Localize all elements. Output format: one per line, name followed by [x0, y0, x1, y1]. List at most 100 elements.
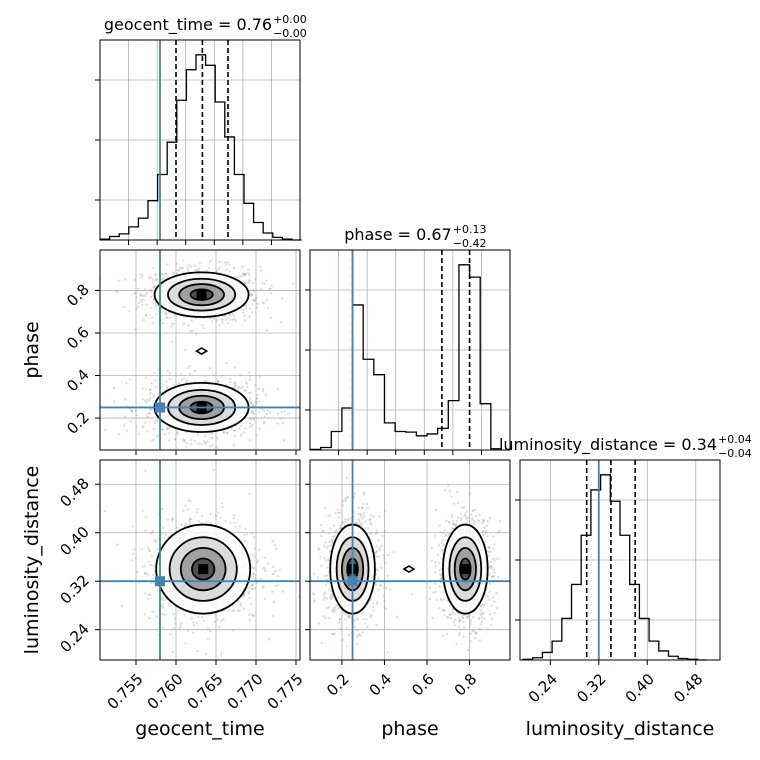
- sample-point: [193, 439, 196, 442]
- sample-point: [190, 617, 194, 620]
- sample-point: [191, 329, 194, 333]
- sample-point: [167, 602, 170, 605]
- sample-point: [143, 288, 147, 291]
- sample-point: [218, 324, 221, 327]
- sample-point: [481, 529, 485, 533]
- sample-point: [469, 619, 473, 622]
- sample-point: [167, 432, 170, 435]
- sample-point: [251, 566, 255, 570]
- sample-point: [250, 603, 253, 606]
- sample-point: [358, 520, 361, 523]
- sample-point: [395, 615, 398, 618]
- sample-point: [360, 506, 364, 510]
- sample-point: [209, 629, 212, 633]
- sample-point: [448, 613, 452, 616]
- sample-point: [442, 531, 445, 535]
- sample-point: [460, 512, 463, 516]
- x-tick-label: 0.6: [408, 670, 438, 700]
- sample-point: [141, 426, 144, 429]
- sample-point: [410, 593, 413, 596]
- sample-point: [244, 389, 247, 393]
- sample-point: [247, 590, 250, 593]
- contour-line: [448, 536, 483, 602]
- sample-point: [192, 621, 195, 624]
- sample-point: [123, 305, 126, 309]
- sample-point: [326, 606, 329, 610]
- sample-point: [256, 302, 259, 305]
- panels-layer: geocent_time = 0.76 +0.00−0.000.20.40.60.…: [21, 13, 752, 740]
- sample-point: [165, 312, 168, 315]
- sample-point: [357, 506, 360, 510]
- sample-point: [375, 600, 379, 604]
- sample-point: [251, 281, 255, 285]
- sample-point: [333, 632, 336, 635]
- sample-point: [331, 610, 335, 614]
- sample-point: [149, 275, 152, 279]
- sample-point: [220, 619, 223, 622]
- contour-line: [155, 523, 252, 615]
- sample-point: [437, 544, 441, 547]
- sample-point: [250, 293, 254, 296]
- sample-point: [142, 319, 145, 322]
- sample-point: [269, 292, 273, 295]
- sample-point: [265, 328, 269, 332]
- sample-point: [328, 540, 331, 544]
- sample-point: [244, 427, 247, 430]
- sample-point: [154, 540, 158, 544]
- sample-point: [249, 425, 252, 429]
- sample-point: [150, 555, 154, 558]
- y-tick-label: 0.8: [63, 281, 93, 311]
- sample-point: [493, 543, 496, 546]
- sample-point: [231, 313, 235, 316]
- sample-point: [440, 549, 443, 552]
- sample-point: [257, 387, 261, 391]
- x-tick-label: 0.48: [670, 670, 706, 706]
- sample-point: [474, 508, 477, 511]
- sample-point: [261, 282, 264, 285]
- sample-point: [346, 615, 350, 618]
- sample-point: [324, 616, 327, 619]
- sample-point: [484, 540, 487, 544]
- sample-point: [183, 439, 186, 443]
- histogram-steps: [309, 264, 502, 451]
- sample-point: [326, 574, 329, 577]
- sample-point: [208, 266, 211, 269]
- sample-point: [237, 386, 240, 389]
- sample-point: [452, 621, 456, 624]
- sample-point: [149, 388, 152, 391]
- sample-point: [135, 413, 138, 417]
- sample-point: [198, 262, 202, 265]
- sample-point: [233, 318, 237, 321]
- sample-point: [164, 272, 167, 275]
- panel-title-2: phase = 0.67 +0.13−0.42: [344, 223, 486, 250]
- sample-point: [345, 476, 349, 480]
- sample-point: [491, 617, 494, 620]
- sample-point: [168, 317, 172, 320]
- sample-point: [382, 556, 386, 560]
- sample-point: [149, 581, 153, 585]
- sample-point: [383, 510, 387, 513]
- sample-point: [176, 431, 179, 434]
- sample-point: [455, 642, 458, 646]
- sample-point: [187, 324, 190, 327]
- sample-point: [185, 380, 188, 384]
- sample-point: [465, 661, 467, 663]
- sample-point: [472, 629, 476, 633]
- sample-point: [134, 409, 138, 412]
- sample-point: [201, 514, 204, 518]
- sample-point: [249, 585, 252, 588]
- sample-point: [160, 318, 163, 321]
- sample-point: [172, 273, 175, 276]
- sample-point: [478, 639, 482, 642]
- sample-point: [175, 271, 178, 275]
- sample-point: [195, 269, 199, 273]
- sample-point: [353, 619, 356, 622]
- sample-point: [336, 531, 339, 534]
- sample-point: [482, 520, 486, 523]
- sample-point: [250, 587, 253, 591]
- sample-point: [471, 509, 475, 513]
- sample-point: [147, 593, 150, 596]
- sample-point: [281, 422, 285, 425]
- sample-point: [384, 561, 387, 565]
